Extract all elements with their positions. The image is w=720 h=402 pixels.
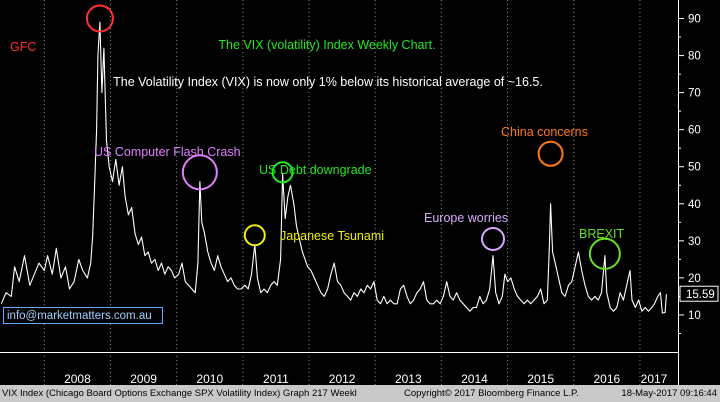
annotation-label: BREXIT (579, 227, 625, 241)
chart-subtitle: The Volatility Index (VIX) is now only 1… (113, 75, 543, 89)
x-tick-label-2016: 2016 (593, 372, 620, 385)
y-tick-label-90: 90 (688, 14, 701, 26)
x-tick-label-2013: 2013 (395, 372, 422, 385)
footer-copyright: Copyright© 2017 Bloomberg Finance L.P. (404, 388, 579, 399)
status-bar (0, 385, 720, 402)
vix-chart: GFC US Computer Flash Crash US Debt downgr… (0, 0, 719, 385)
x-tick-label-2012: 2012 (329, 372, 356, 385)
event-marker-circle (537, 140, 564, 167)
x-tick-label-2010: 2010 (196, 372, 223, 385)
annotation-label: China concerns (501, 125, 588, 139)
y-tick-label-70: 70 (688, 88, 701, 100)
annotation-label: US Debt downgrade (259, 163, 372, 177)
axes-layer: 10 20 30 40 50 60 70 80 90 2008 2009 2010 2011 2012 20… (64, 0, 719, 385)
footer-timestamp: 18-May-2017 09:16:44 (621, 388, 717, 399)
annotation-label: Europe worries (424, 211, 508, 225)
x-tick-label-2015: 2015 (527, 372, 554, 385)
x-tick-label-2011: 2011 (263, 372, 289, 385)
y-tick-label-40: 40 (688, 199, 701, 211)
marker-layer (85, 4, 621, 270)
chart-title: The VIX (volatility) Index Weekly Chart. (218, 38, 435, 52)
series-layer (0, 21, 667, 314)
y-tick-label-20: 20 (688, 273, 701, 285)
y-tick-label-60: 60 (688, 125, 701, 137)
last-value-label: 15.59 (686, 289, 715, 301)
x-tick-label-2008: 2008 (64, 372, 91, 385)
annotation-label: GFC (10, 40, 36, 54)
annotation-layer: GFC US Computer Flash Crash US Debt downgr… (10, 40, 625, 243)
event-marker-circle (181, 154, 218, 191)
event-marker-circle (588, 237, 621, 270)
event-marker-circle (271, 161, 294, 184)
annotation-label: US Computer Flash Crash (94, 145, 241, 159)
event-marker-circle (243, 224, 266, 247)
x-tick-label-2014: 2014 (461, 372, 488, 385)
footer-security-label: VIX Index (Chicago Board Options Exchang… (2, 388, 357, 399)
annotation-label: Japanese Tsunami (280, 229, 384, 243)
y-tick-label-30: 30 (688, 236, 701, 248)
event-marker-circle (481, 226, 506, 251)
y-tick-label-50: 50 (688, 162, 701, 174)
y-tick-label-10: 10 (688, 310, 701, 322)
email-link[interactable]: info@marketmatters.com.au (3, 307, 163, 324)
chart-grid (0, 0, 678, 385)
last-value-tag (679, 285, 719, 302)
event-marker-circle (85, 4, 114, 33)
x-tick-label-2009: 2009 (130, 372, 157, 385)
x-tick-label-2017: 2017 (641, 372, 668, 385)
y-tick-label-80: 80 (688, 51, 701, 63)
vix-series-line-0 (0, 21, 667, 314)
